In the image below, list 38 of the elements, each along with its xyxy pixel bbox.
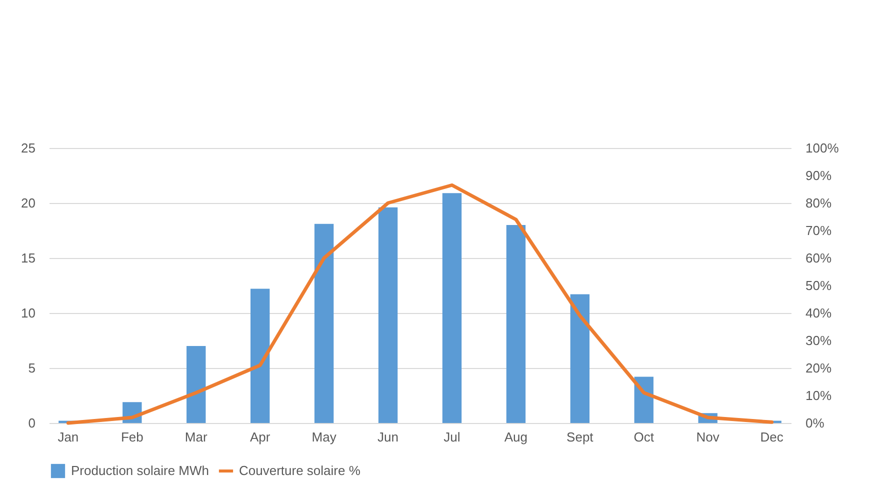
x-tick-label: Jul xyxy=(444,430,460,444)
y2-tick-label: 100% xyxy=(806,140,840,156)
x-tick-label: Aug xyxy=(504,430,528,444)
legend-label: Production solaire MWh xyxy=(71,463,209,478)
bar xyxy=(250,288,270,423)
y-tick-label: 5 xyxy=(28,360,36,376)
bar xyxy=(570,294,590,423)
y2-tick-label: 40% xyxy=(806,306,832,320)
y2-tick-label: 90% xyxy=(806,168,832,183)
bar xyxy=(506,225,526,423)
y2-tick-label: 30% xyxy=(806,333,832,348)
y-tick-label: 15 xyxy=(21,250,36,266)
legend-label: Couverture solaire % xyxy=(239,463,361,478)
y2-tick-label: 70% xyxy=(806,223,832,238)
x-tick-label: Jan xyxy=(58,430,79,444)
x-tick-label: May xyxy=(312,430,337,444)
x-tick-label: Mar xyxy=(184,430,208,444)
x-tick-label: Oct xyxy=(634,430,654,444)
bar xyxy=(378,207,398,423)
y-tick-label: 0 xyxy=(28,416,36,430)
bar xyxy=(442,193,462,423)
x-tick-label: Jun xyxy=(378,430,398,444)
y2-tick-label: 60% xyxy=(806,250,832,266)
y2-tick-label: 20% xyxy=(806,360,832,376)
x-tick-label: Sept xyxy=(566,430,594,444)
x-tick-label: Apr xyxy=(250,430,271,444)
x-tick-label: Dec xyxy=(760,430,784,444)
y-tick-label: 20 xyxy=(21,196,36,210)
bar xyxy=(314,224,334,423)
y2-tick-label: 0% xyxy=(806,416,825,430)
y2-tick-label: 80% xyxy=(806,196,832,210)
y-tick-label: 25 xyxy=(21,140,36,156)
bar xyxy=(186,346,206,423)
y2-tick-label: 50% xyxy=(806,278,832,293)
y2-tick-label: 10% xyxy=(806,388,832,403)
x-tick-label: Feb xyxy=(120,430,144,444)
x-tick-label: Nov xyxy=(696,430,720,444)
y-tick-label: 10 xyxy=(21,306,36,320)
